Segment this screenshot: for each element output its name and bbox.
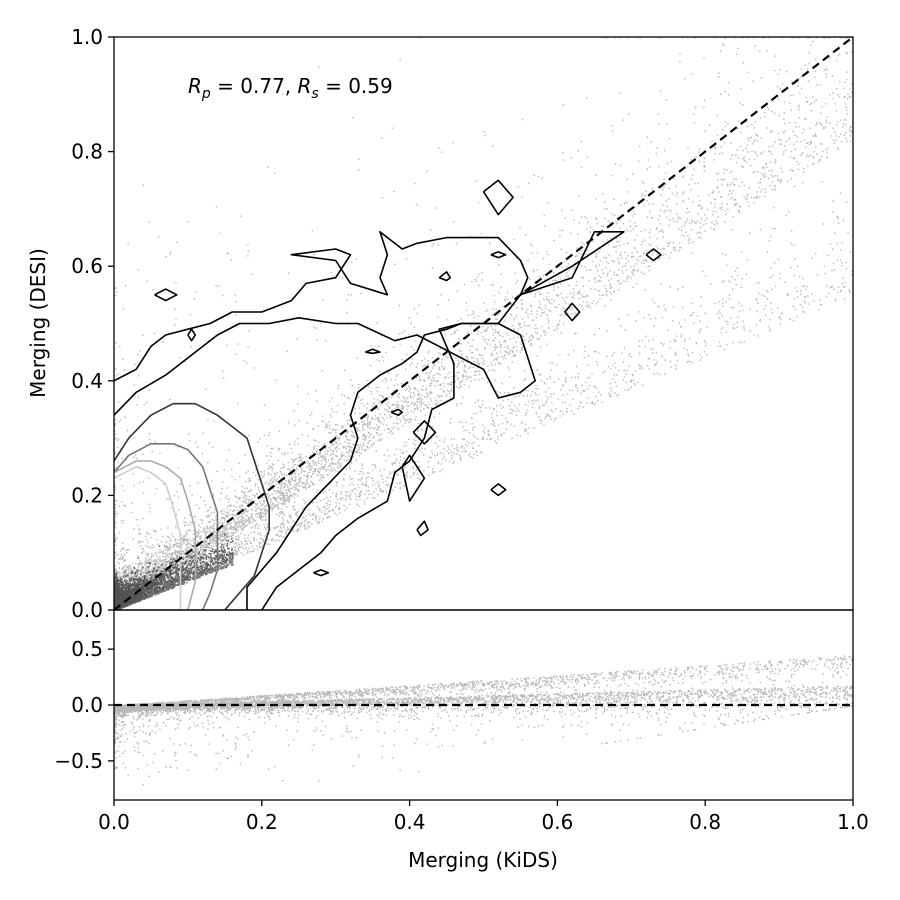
- main-contour-lines: [114, 179, 662, 610]
- main-y-tick-label: 0.0: [71, 598, 103, 622]
- main-y-tick-label: 0.4: [71, 369, 103, 393]
- contour-line-9: [401, 454, 426, 502]
- residual-y-ticks: 0.5 0.0 −0.5: [54, 637, 114, 773]
- contour-line-2: [114, 402, 271, 610]
- contour-line-3: [114, 442, 219, 610]
- x-tick-label: 0.6: [541, 810, 573, 834]
- contour-line-13: [416, 520, 429, 537]
- contour-line-7: [154, 288, 178, 302]
- residual-y-tick-label: 0.0: [71, 693, 103, 717]
- x-tick-label: 0.0: [98, 810, 130, 834]
- main-y-tick-label: 1.0: [71, 25, 103, 49]
- contour-line-4: [114, 460, 197, 610]
- x-tick-label: 0.8: [689, 810, 721, 834]
- contour-line-17: [490, 251, 507, 259]
- main-dense-core: [114, 533, 234, 610]
- main-y-tick-label: 0.6: [71, 254, 103, 278]
- contour-line-18: [365, 348, 381, 355]
- x-axis-label: Merging (KiDS): [408, 848, 558, 872]
- x-tick-label: 0.4: [394, 810, 426, 834]
- contour-line-19: [390, 408, 404, 417]
- main-y-tick-label: 0.2: [71, 483, 103, 507]
- contour-line-1: [114, 316, 537, 610]
- main-y-ticks: 0.0 0.2 0.4 0.6 0.8 1.0: [71, 25, 114, 622]
- residual-panel: 0.5 0.0 −0.5 0.0 0.2 0.4 0.6 0.8 1.0 Merging (K…: [54, 609, 869, 872]
- contour-line-5: [114, 465, 182, 610]
- contour-line-14: [313, 569, 330, 577]
- x-tick-label: 1.0: [837, 810, 869, 834]
- contour-line-15: [187, 328, 197, 342]
- contour-line-12: [490, 483, 507, 497]
- contour-line-16: [438, 271, 452, 282]
- residual-y-tick-label: −0.5: [54, 749, 103, 773]
- main-y-tick-label: 0.8: [71, 140, 103, 164]
- residual-y-tick-label: 0.5: [71, 637, 103, 661]
- contour-line-10: [412, 420, 437, 445]
- contour-line-8: [564, 302, 581, 322]
- main-y-axis-label: Merging (DESI): [26, 248, 50, 398]
- residual-x-ticks: 0.0 0.2 0.4 0.6 0.8 1.0: [98, 800, 869, 834]
- x-tick-label: 0.2: [246, 810, 278, 834]
- contour-line-6: [482, 179, 514, 216]
- contour-line-0: [114, 231, 625, 610]
- contour-line-11: [645, 248, 662, 262]
- correlation-annotation: Rp = 0.77, Rs = 0.59: [188, 74, 393, 102]
